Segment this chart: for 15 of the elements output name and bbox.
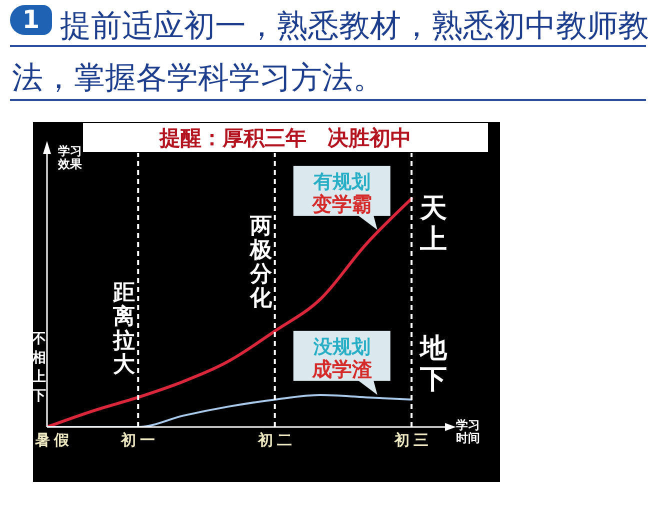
annotation: 天上 (420, 193, 447, 255)
chart-subtitle: 提醒：厚积三年 决胜初中 (159, 124, 412, 152)
text: 1 (10, 5, 52, 35)
text: 不相上下 (32, 330, 46, 406)
x-tick-label: 初三 (394, 431, 433, 449)
annotation: 地下 (420, 333, 447, 395)
ref-line-label: 距离拉大 (112, 280, 136, 378)
ref-line-label: 两极分化 (248, 214, 273, 312)
x-tick-label: 初二 (256, 431, 296, 449)
series-label: 有规划变学霸 (310, 170, 372, 216)
y-axis-title: 学习效果 (58, 144, 83, 171)
x-axis-title: 学习时间 (456, 418, 481, 445)
x-tick-label: 初一 (120, 431, 160, 449)
x-tick-label: 暑假 (34, 431, 73, 449)
series-label: 没规划成学渣 (310, 336, 372, 381)
